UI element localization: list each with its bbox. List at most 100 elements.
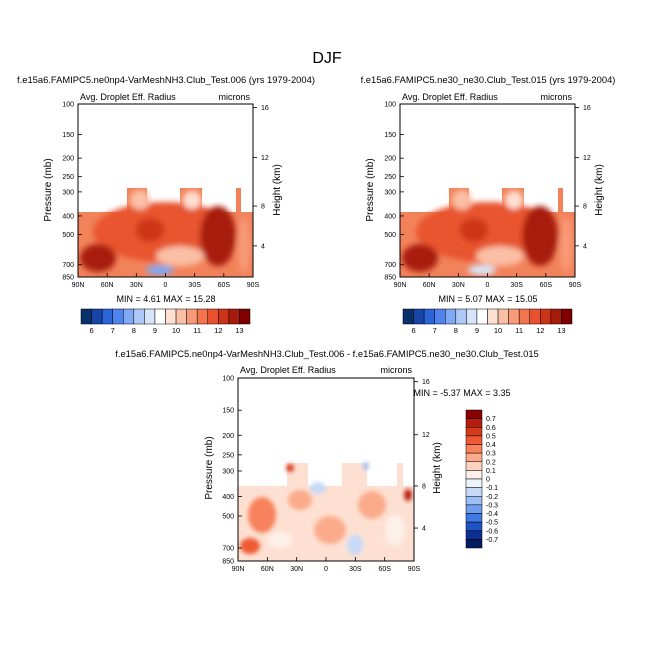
colorbar-swatch	[239, 308, 251, 325]
panel-2-units: microns	[540, 92, 572, 102]
x-tick-label: 60S	[378, 566, 391, 573]
colorbar-label: 10	[172, 326, 180, 335]
colorbar-swatch	[465, 530, 483, 540]
panel-1-blob-h	[183, 191, 201, 209]
x-tick-label: 30N	[130, 282, 143, 289]
y-tick-label: 500	[62, 232, 74, 239]
y2-tick-label: 12	[583, 155, 591, 162]
panel-2-minmax: MIN = 5.07 MAX = 15.05	[438, 294, 537, 304]
colorbar-label: -0.7	[486, 537, 498, 544]
colorbar-swatch	[144, 308, 156, 325]
panel-3-blob-h	[385, 514, 405, 546]
y-tick-label: 100	[384, 102, 396, 109]
panel-2: f.e15a6.FAMIPC5.ne30_ne30.Club_Test.015 …	[361, 74, 616, 335]
y-tick-label: 400	[384, 213, 396, 220]
panel-1-blob-a	[93, 202, 237, 262]
panel-1-ylabel: Pressure (mb)	[43, 158, 54, 221]
y2-tick-label: 12	[422, 432, 430, 439]
colorbar-label: 11	[193, 326, 201, 335]
y2-tick-label: 4	[261, 243, 265, 250]
panel-3-title: f.e15a6.FAMIPC5.ne0np4-VarMeshNH3.Club_T…	[115, 348, 539, 359]
colorbar-label: 0.4	[486, 442, 496, 449]
colorbar-swatch	[112, 308, 124, 325]
colorbar-swatch	[123, 308, 135, 325]
y-tick-label: 250	[62, 174, 74, 181]
panel-3: f.e15a6.FAMIPC5.ne0np4-VarMeshNH3.Club_T…	[115, 348, 539, 573]
x-tick-label: 0	[324, 566, 328, 573]
colorbar-label: 11	[515, 326, 523, 335]
colorbar-label: -0.5	[486, 520, 498, 527]
x-tick-label: 90N	[232, 566, 245, 573]
panel-1-blob-e	[156, 246, 204, 266]
panel-3-minmax: MIN = -5.37 MAX = 3.35	[413, 388, 510, 398]
y-tick-label: 100	[62, 102, 74, 109]
y-tick-label: 200	[62, 156, 74, 163]
colorbar-swatch	[402, 308, 414, 325]
x-tick-label: 30S	[349, 566, 362, 573]
y-tick-label: 200	[384, 156, 396, 163]
panel-2-blob-d	[460, 218, 488, 242]
y-tick-label: 700	[384, 262, 396, 269]
colorbar-label: -0.3	[486, 502, 498, 509]
colorbar-swatch	[455, 308, 467, 325]
colorbar-label: -0.4	[486, 511, 498, 518]
y-tick-label: 200	[222, 433, 234, 440]
panel-3-blob-i	[404, 489, 412, 501]
colorbar-label: 0.6	[486, 425, 496, 432]
y-tick-label: 500	[384, 232, 396, 239]
y-tick-label: 100	[222, 376, 234, 383]
x-tick-label: 60N	[423, 282, 436, 289]
x-tick-label: 30S	[188, 282, 201, 289]
y2-tick-label: 12	[261, 155, 269, 162]
x-tick-label: 0	[164, 282, 168, 289]
colorbar-label: 13	[235, 326, 243, 335]
colorbar-swatch	[465, 435, 483, 445]
colorbar-swatch	[465, 487, 483, 497]
panel-2-blob-e	[476, 246, 524, 266]
y-tick-label: 700	[222, 546, 234, 553]
colorbar-swatch	[80, 308, 92, 325]
colorbar-swatch	[175, 308, 187, 325]
colorbar-label: 12	[536, 326, 544, 335]
x-tick-label: 60N	[101, 282, 114, 289]
panel-2-blob-h	[505, 191, 523, 209]
panel-2-title: f.e15a6.FAMIPC5.ne30_ne30.Club_Test.015 …	[361, 74, 616, 85]
panel-2-blob-i	[560, 217, 572, 273]
panel-2-ylabel: Pressure (mb)	[365, 158, 376, 221]
panel-1-title: f.e15a6.FAMIPC5.ne0np4-VarMeshNH3.Club_T…	[17, 74, 315, 85]
colorbar-label: -0.2	[486, 494, 498, 501]
panel-3-blob-e	[358, 491, 386, 519]
panel-1-blob-f	[146, 265, 174, 275]
panel-1-y2label: Height (km)	[272, 164, 283, 216]
colorbar-label: 7	[433, 326, 437, 335]
x-tick-label: 60S	[540, 282, 553, 289]
colorbar-swatch	[434, 308, 446, 325]
colorbar-label: 10	[494, 326, 502, 335]
colorbar-swatch	[487, 308, 499, 325]
colorbar-label: 8	[132, 326, 136, 335]
colorbar-swatch	[465, 418, 483, 428]
x-tick-label: 90S	[569, 282, 582, 289]
colorbar-label: 13	[557, 326, 565, 335]
panel-1-blob-c	[80, 244, 116, 272]
y-tick-label: 850	[62, 275, 74, 282]
panel-1-units: microns	[218, 92, 250, 102]
panel-3-blob-b	[240, 538, 260, 554]
y-tick-label: 400	[62, 213, 74, 220]
colorbar-swatch	[518, 308, 530, 325]
colorbar-swatch	[101, 308, 113, 325]
y-tick-label: 700	[62, 262, 74, 269]
colorbar-swatch	[413, 308, 425, 325]
y-tick-label: 500	[222, 513, 234, 520]
colorbar-swatch	[465, 452, 483, 462]
x-tick-label: 90N	[394, 282, 407, 289]
colorbar-label: -0.1	[486, 485, 498, 492]
y-tick-label: 250	[384, 174, 396, 181]
panel-2-blob-c	[402, 244, 438, 272]
colorbar-swatch	[561, 308, 573, 325]
x-tick-label: 0	[486, 282, 490, 289]
x-tick-label: 60N	[261, 566, 274, 573]
y-tick-label: 250	[222, 452, 234, 459]
panel-3-units: microns	[380, 365, 412, 375]
colorbar-swatch	[465, 427, 483, 437]
